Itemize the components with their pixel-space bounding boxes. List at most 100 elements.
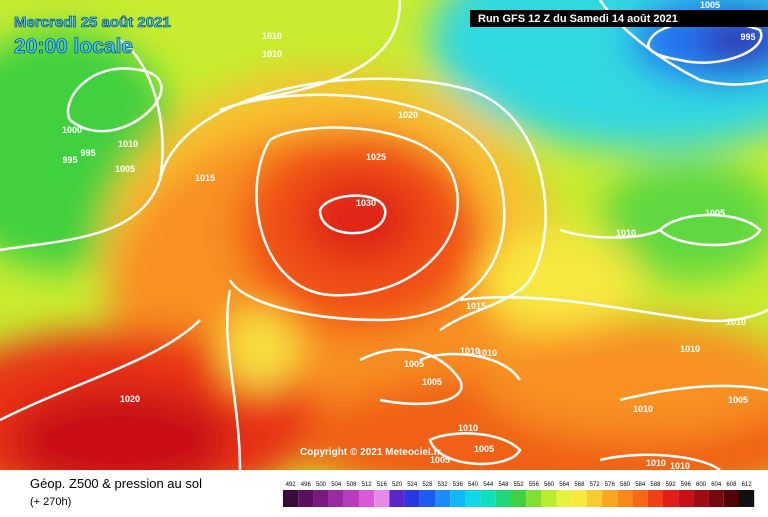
isobar-label: 1020	[398, 110, 418, 120]
isobars	[0, 0, 768, 470]
isobar-label: 1005	[422, 377, 442, 387]
isobar-label: 1015	[195, 173, 215, 183]
scale-label: 516	[377, 482, 388, 488]
scale-swatch	[389, 490, 405, 507]
time: 20:00 locale	[14, 35, 133, 58]
scale-swatch	[328, 490, 344, 507]
scale-label: 532	[438, 482, 449, 488]
isobar-label: 1010	[680, 344, 700, 354]
copyright: Copyright © 2021 Meteociel.fr	[300, 447, 441, 458]
scale-swatch	[739, 490, 755, 507]
legend-subtitle: (+ 270h)	[30, 496, 71, 508]
isobar-label: 1010	[118, 139, 138, 149]
scale-swatch	[313, 490, 329, 507]
scale-swatch	[465, 490, 481, 507]
scale-label: 608	[726, 482, 737, 488]
isobar-label: 1010	[646, 458, 666, 468]
scale-swatch	[495, 490, 511, 507]
scale-swatch	[283, 490, 299, 507]
scale-swatch	[511, 490, 527, 507]
scale-swatch	[678, 490, 694, 507]
scale-label: 580	[620, 482, 631, 488]
scale-swatch	[708, 490, 724, 507]
isobar-label: 1005	[700, 0, 720, 10]
isobar-label: 1000	[62, 125, 82, 135]
scale-label: 544	[483, 482, 494, 488]
scale-swatch	[571, 490, 587, 507]
scale-swatch	[587, 490, 603, 507]
scale-label: 500	[316, 482, 327, 488]
scale-label: 588	[650, 482, 661, 488]
scale-swatch	[480, 490, 496, 507]
isobar-label: 1005	[404, 359, 424, 369]
scale-swatch	[298, 490, 314, 507]
scale-label: 524	[407, 482, 418, 488]
isobar-label: 1010	[262, 49, 282, 59]
scale-label: 568	[574, 482, 585, 488]
isobar-label: 1010	[458, 423, 478, 433]
scale-label: 596	[681, 482, 692, 488]
scale-label: 560	[544, 482, 555, 488]
scale-swatch	[647, 490, 663, 507]
isobar-label: 1005	[728, 395, 748, 405]
scale-label: 548	[498, 482, 509, 488]
isobar-label: 1010	[726, 317, 746, 327]
scale-label: 520	[392, 482, 403, 488]
isobar-label: 1020	[120, 394, 140, 404]
isobar-label: 1005	[474, 444, 494, 454]
scale-swatch	[541, 490, 557, 507]
scale-swatch	[723, 490, 739, 507]
scale-label: 604	[711, 482, 722, 488]
scale-label: 564	[559, 482, 570, 488]
scale-label: 492	[286, 482, 297, 488]
isobar-label: 1010	[616, 228, 636, 238]
scale-swatch	[632, 490, 648, 507]
scale-swatch	[419, 490, 435, 507]
isobar-label: 1010	[477, 348, 497, 358]
scale-label: 572	[590, 482, 601, 488]
isobar-label: 1005	[705, 208, 725, 218]
isobar-label: 1010	[262, 31, 282, 41]
isobar-label: 1005	[430, 455, 450, 465]
scale-label: 552	[514, 482, 525, 488]
scale-swatch	[526, 490, 542, 507]
scale-swatch	[693, 490, 709, 507]
scale-label: 540	[468, 482, 479, 488]
isobar-label: 1010	[670, 461, 690, 471]
scale-label: 528	[422, 482, 433, 488]
legend-title: Géop. Z500 & pression au sol	[30, 476, 202, 491]
scale-label: 556	[529, 482, 540, 488]
scale-label: 512	[362, 482, 373, 488]
isobar-label: 1010	[460, 346, 480, 356]
isobar-label: 1030	[356, 198, 376, 208]
scale-swatch	[663, 490, 679, 507]
scale-swatch	[359, 490, 375, 507]
scale-swatch	[374, 490, 390, 507]
scale-swatch	[556, 490, 572, 507]
isobar-label: 995	[80, 148, 95, 158]
scale-swatch	[450, 490, 466, 507]
scale-label: 576	[605, 482, 616, 488]
scale-label: 536	[453, 482, 464, 488]
scale-swatch	[404, 490, 420, 507]
scale-swatch	[343, 490, 359, 507]
scale-swatch	[617, 490, 633, 507]
isobar-label: 1015	[466, 301, 486, 311]
isobar-label: 995	[740, 32, 755, 42]
isobar-label: 995	[62, 155, 77, 165]
scale-label: 496	[301, 482, 312, 488]
color-scale: 492 496 500 504 508 512 516 520 524 528 532 536 540 5…	[283, 482, 755, 507]
run-info: Run GFS 12 Z du Samedi 14 août 2021	[478, 13, 678, 25]
scale-label: 584	[635, 482, 646, 488]
header: Mercredi 25 août 2021 20:00 locale Run G…	[14, 10, 768, 58]
date: Mercredi 25 août 2021	[14, 14, 171, 31]
isobar-label: 1025	[366, 152, 386, 162]
scale-swatch	[602, 490, 618, 507]
scale-swatch	[435, 490, 451, 507]
scale-label: 600	[696, 482, 707, 488]
scale-label: 592	[666, 482, 677, 488]
scale-label: 504	[331, 482, 342, 488]
scale-label: 508	[346, 482, 357, 488]
